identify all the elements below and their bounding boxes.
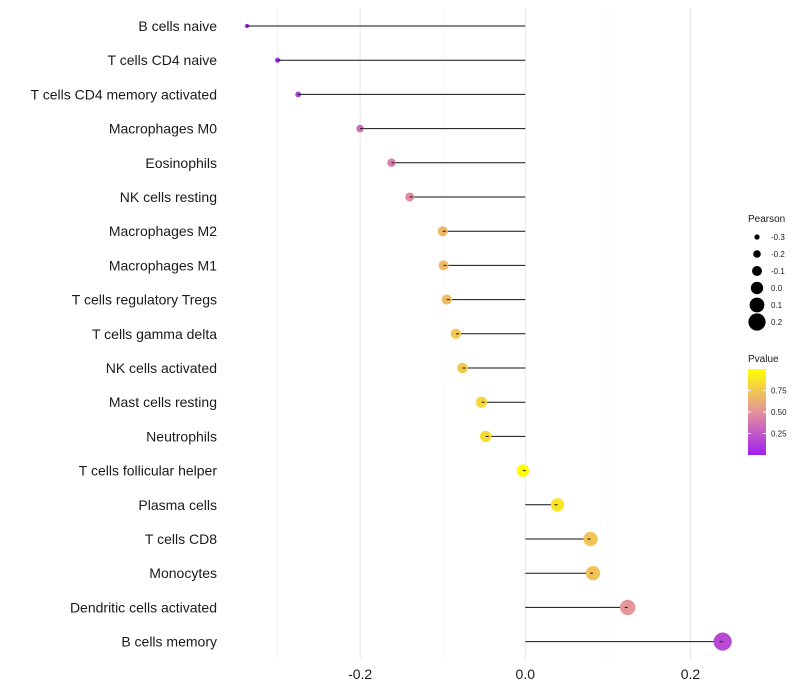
category-label: Dendritic cells activated xyxy=(70,599,217,615)
category-label: NK cells resting xyxy=(120,189,217,205)
point-layer xyxy=(244,23,732,651)
pearson-legend-key xyxy=(748,313,766,331)
pearson-legend-key xyxy=(752,266,762,276)
pearson-legend-label: 0.1 xyxy=(771,301,783,310)
category-label: NK cells activated xyxy=(106,360,217,376)
category-label: T cells CD4 naive xyxy=(108,52,218,68)
category-label: B cells memory xyxy=(121,634,217,650)
category-label: T cells regulatory Tregs xyxy=(72,292,217,308)
pvalue-legend-label: 0.25 xyxy=(771,430,787,439)
pearson-legend-label: 0.0 xyxy=(771,284,783,293)
pvalue-legend-label: 0.50 xyxy=(771,408,787,417)
category-label: T cells CD8 xyxy=(145,531,217,547)
x-tick-label: 0.0 xyxy=(516,666,536,682)
x-tick-label: 0.2 xyxy=(681,666,701,682)
pvalue-legend-label: 0.75 xyxy=(771,387,787,396)
pearson-legend-label: -0.1 xyxy=(771,267,785,276)
category-labels: B cells naive T cells CD4 naive T cells CD… xyxy=(31,18,218,650)
pearson-legend-key xyxy=(750,281,764,295)
category-label: Macrophages M0 xyxy=(109,121,217,137)
lollipop-point xyxy=(244,23,250,29)
pearson-legend-label: -0.3 xyxy=(771,233,785,242)
pvalue-legend: Pvalue 0.25 0.50 0.75 xyxy=(748,354,787,455)
pvalue-legend-title: Pvalue xyxy=(748,354,779,365)
pearson-legend-key xyxy=(754,234,760,240)
category-label: Mast cells resting xyxy=(109,394,217,410)
category-label: T cells follicular helper xyxy=(79,463,218,479)
pearson-legend-key xyxy=(753,250,761,258)
category-label: T cells CD4 memory activated xyxy=(31,86,217,102)
stem-layer xyxy=(246,25,723,643)
category-label: Neutrophils xyxy=(146,428,217,444)
pearson-legend-label: 0.2 xyxy=(771,318,783,327)
pearson-legend-label: -0.2 xyxy=(771,250,785,259)
category-label: Monocytes xyxy=(149,565,217,581)
category-label: B cells naive xyxy=(138,18,217,34)
pearson-legend-key xyxy=(749,297,765,313)
pvalue-colorbar xyxy=(748,369,766,455)
lollipop-point xyxy=(387,158,396,168)
x-tick-labels: -0.2 0.0 0.2 xyxy=(348,666,700,682)
pearson-legend: Pearson -0.3 -0.2 -0.1 0.0 0.1 0.2 xyxy=(748,214,785,331)
x-tick-label: -0.2 xyxy=(348,666,372,682)
category-label: Eosinophils xyxy=(145,155,217,171)
category-label: Plasma cells xyxy=(138,497,217,513)
pearson-legend-title: Pearson xyxy=(748,214,785,225)
category-label: Macrophages M2 xyxy=(109,223,217,239)
category-label: Macrophages M1 xyxy=(109,257,217,273)
category-label: T cells gamma delta xyxy=(92,326,217,342)
